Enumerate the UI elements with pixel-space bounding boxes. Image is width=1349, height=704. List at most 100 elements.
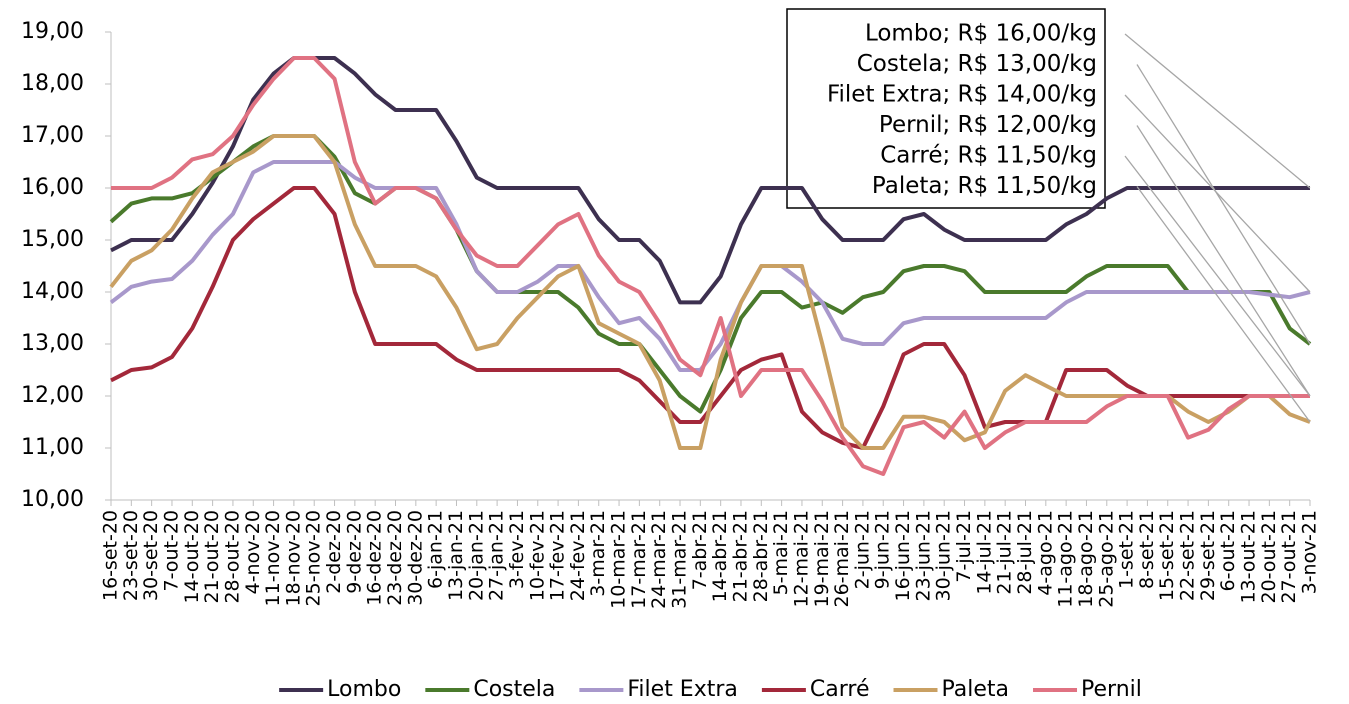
x-tick-label: 16-jun-21 — [892, 510, 914, 601]
y-tick-label: 15,00 — [21, 227, 84, 252]
x-tick-label: 20-out-21 — [1258, 510, 1280, 604]
x-tick-label: 1-set-21 — [1116, 510, 1138, 589]
x-tick-label: 7-out-20 — [160, 510, 182, 591]
y-tick-label: 18,00 — [21, 71, 84, 96]
x-tick-label: 8-set-21 — [1136, 510, 1158, 589]
x-tick-label: 11-ago-21 — [1055, 510, 1077, 608]
y-tick-label: 17,00 — [21, 123, 84, 148]
x-tick-label: 23-dez-20 — [384, 510, 406, 606]
x-tick-label: 16-set-20 — [100, 510, 122, 601]
x-tick-label: 5-mai-21 — [770, 510, 792, 595]
x-tick-label: 21-jul-21 — [994, 510, 1016, 595]
y-tick-label: 10,00 — [21, 487, 84, 512]
x-tick-label: 2-dez-20 — [323, 510, 345, 594]
y-tick-label: 13,00 — [21, 331, 84, 356]
y-tick-label: 14,00 — [21, 279, 84, 304]
x-tick-label: 3-mar-21 — [587, 510, 609, 597]
legend-item: Paleta — [893, 677, 1010, 702]
x-tick-label: 23-set-20 — [120, 510, 142, 601]
x-tick-label: 30-set-20 — [140, 510, 162, 601]
x-tick-label: 21-abr-21 — [729, 510, 751, 602]
legend-item: Lombo — [279, 677, 401, 702]
x-tick-label: 9-dez-20 — [343, 510, 365, 594]
x-tick-label: 17-fev-21 — [547, 510, 569, 601]
x-tick-label: 16-dez-20 — [364, 510, 386, 606]
x-tick-label: 24-mar-21 — [648, 510, 670, 609]
annotation: Pernil; R$ 12,00/kg — [879, 112, 1097, 138]
x-tick-label: 25-nov-20 — [303, 510, 325, 606]
x-tick-label: 18-nov-20 — [282, 510, 304, 606]
legend-label: Costela — [473, 677, 555, 702]
y-tick-label: 11,00 — [21, 435, 84, 460]
x-tick-label: 10-mar-21 — [608, 510, 630, 609]
x-tick-label: 17-mar-21 — [628, 510, 650, 609]
x-tick-label: 24-fev-21 — [567, 510, 589, 601]
legend: Lombo Costela Filet Extra Carré Paleta Pernil — [279, 677, 1142, 702]
annotation: Lombo; R$ 16,00/kg — [865, 21, 1097, 47]
x-tick-label: 7-abr-21 — [689, 510, 711, 590]
x-tick-label: 4-ago-21 — [1034, 510, 1056, 596]
series-line — [111, 56, 1310, 476]
x-tick-label: 28-abr-21 — [750, 510, 772, 602]
x-tick-label: 22-set-21 — [1177, 510, 1199, 601]
x-tick-label: 10-fev-21 — [526, 510, 548, 601]
annotation: Carré; R$ 11,50/kg — [880, 143, 1097, 169]
x-tick-label: 4-nov-20 — [242, 510, 264, 594]
legend-label: Carré — [810, 677, 870, 702]
x-tick-label: 30-jun-21 — [933, 510, 955, 601]
series-line — [109, 134, 1311, 450]
series-line — [109, 160, 1311, 372]
x-tick-label: 21-out-20 — [201, 510, 223, 604]
x-tick-label: 13-jan-21 — [445, 510, 467, 601]
legend-label: Filet Extra — [627, 677, 738, 702]
x-tick-label: 13-out-21 — [1238, 510, 1260, 604]
y-tick-label: 19,00 — [21, 19, 84, 44]
x-tick-label: 19-mai-21 — [811, 510, 833, 608]
y-tick-label: 16,00 — [21, 175, 84, 200]
legend-item: Costela — [425, 677, 555, 702]
x-tick-label: 14-out-20 — [181, 510, 203, 604]
leader-line — [1136, 125, 1311, 397]
leader-line — [1136, 64, 1311, 345]
x-tick-label: 3-fev-21 — [506, 510, 528, 589]
x-tick-label: 14-abr-21 — [709, 510, 731, 602]
leader-line — [1136, 186, 1311, 423]
annotation: Paleta; R$ 11,50/kg — [872, 173, 1097, 199]
leader-line — [1124, 33, 1311, 189]
x-tick-label: 12-mai-21 — [790, 510, 812, 608]
x-tick-label: 9-jun-21 — [872, 510, 894, 589]
x-tick-label: 25-ago-21 — [1095, 510, 1117, 608]
x-tick-label: 15-set-21 — [1156, 510, 1178, 601]
legend-label: Paleta — [942, 677, 1010, 702]
x-tick-label: 27-out-21 — [1278, 510, 1300, 604]
y-tick-label: 12,00 — [21, 383, 84, 408]
x-tick-label: 11-nov-20 — [262, 510, 284, 606]
x-tick-label: 28-jul-21 — [1014, 510, 1036, 595]
legend-item: Carré — [761, 677, 870, 702]
x-tick-label: 23-jun-21 — [912, 510, 934, 601]
leader-line — [1124, 94, 1311, 293]
x-tick-label: 6-jan-21 — [425, 510, 447, 589]
x-tick-label: 30-dez-20 — [404, 510, 426, 606]
x-tick-label: 7-jul-21 — [953, 510, 975, 583]
x-tick-label: 3-nov-21 — [1299, 510, 1321, 594]
leader-line — [1124, 155, 1311, 397]
legend-label: Pernil — [1081, 677, 1142, 702]
x-tick-label: 6-out-21 — [1217, 510, 1239, 591]
annotation: Costela; R$ 13,00/kg — [857, 51, 1097, 77]
x-tick-label: 27-jan-21 — [486, 510, 508, 601]
annotation-box — [786, 8, 1106, 209]
series-line — [109, 134, 1312, 414]
x-tick-label: 29-set-21 — [1197, 510, 1219, 601]
legend-item: Pernil — [1033, 677, 1142, 702]
annotation: Filet Extra; R$ 14,00/kg — [827, 82, 1097, 108]
x-tick-label: 26-mai-21 — [831, 510, 853, 608]
x-tick-label: 14-jul-21 — [973, 510, 995, 595]
x-tick-label: 28-out-20 — [221, 510, 243, 604]
legend-label: Lombo — [327, 677, 401, 702]
x-tick-label: 2-jun-21 — [851, 510, 873, 589]
x-tick-label: 31-mar-21 — [669, 510, 691, 609]
x-tick-label: 18-ago-21 — [1075, 510, 1097, 608]
x-tick-label: 20-jan-21 — [465, 510, 487, 601]
